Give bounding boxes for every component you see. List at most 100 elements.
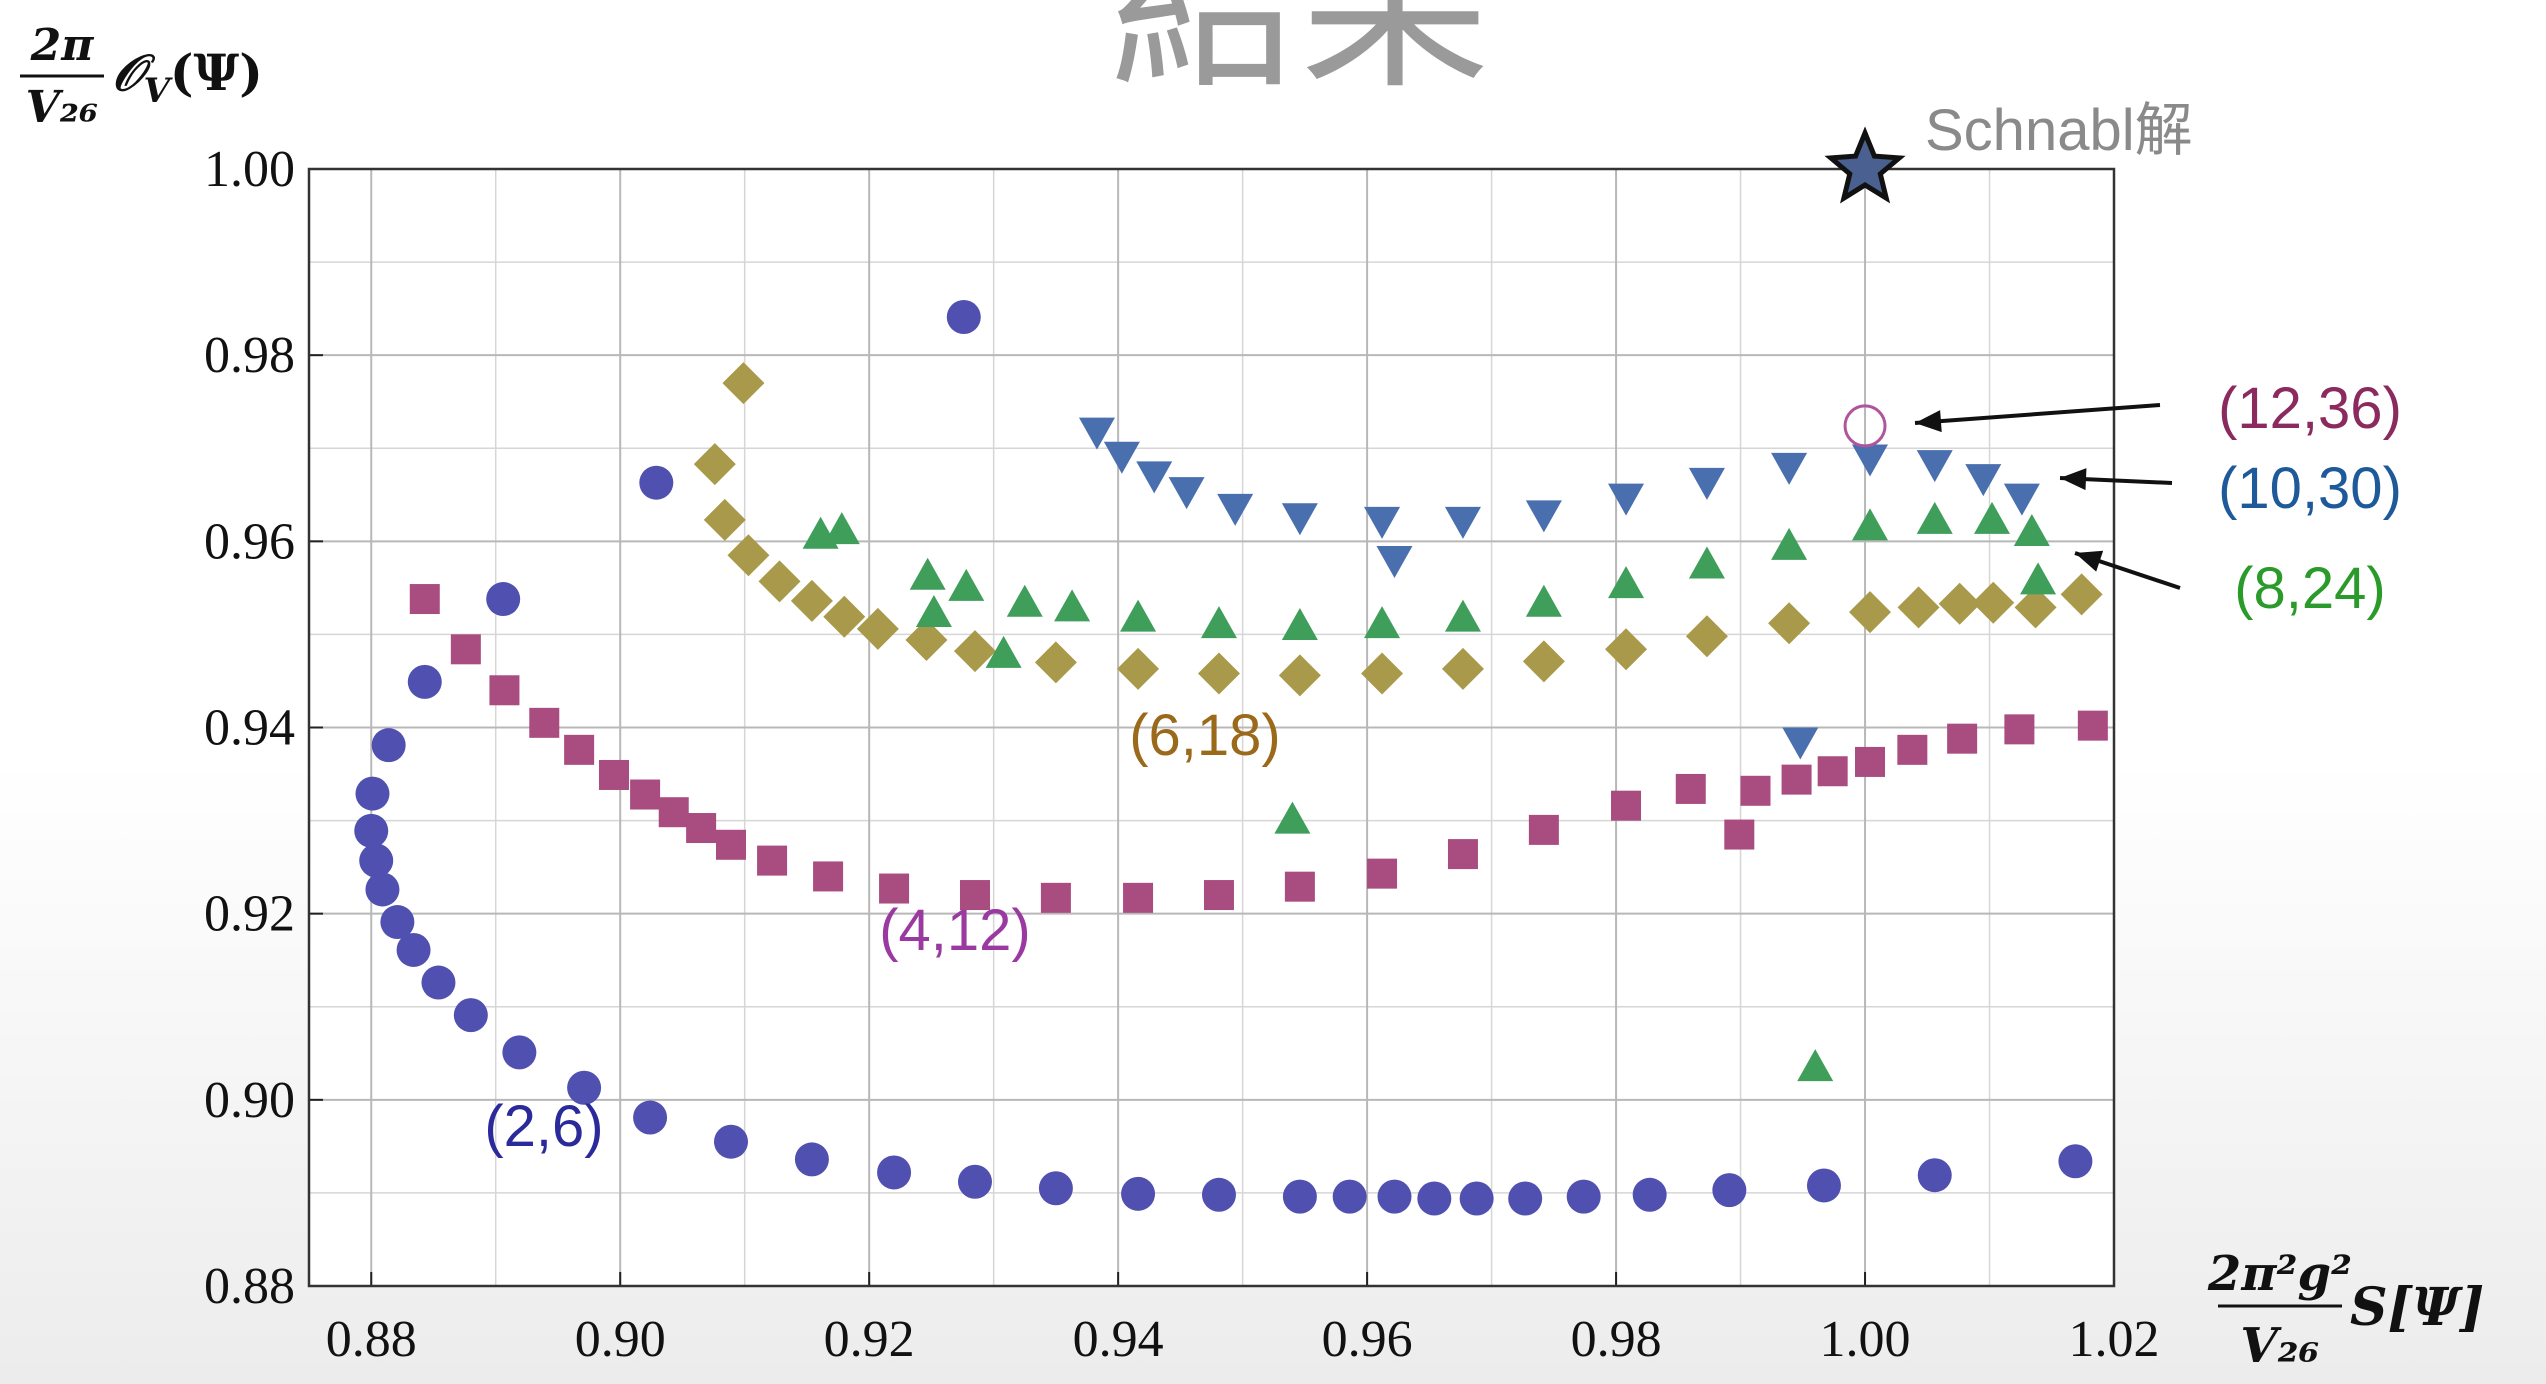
point (758, 560, 801, 603)
arrow-head (2060, 468, 2087, 491)
y-tick-label: 0.96 (204, 513, 295, 570)
x-axis-label: 2π²g² V₂₆ S[Ψ] (2207, 1246, 2484, 1374)
point (453, 998, 488, 1033)
point (564, 734, 595, 765)
point (703, 498, 746, 541)
x-tick-label: 0.92 (824, 1311, 915, 1368)
y-tick-label: 0.94 (204, 700, 295, 757)
point (409, 584, 440, 615)
point (1897, 586, 1940, 629)
point (1782, 727, 1819, 760)
point (1120, 599, 1157, 632)
point (1284, 871, 1315, 902)
y-tick-label: 1.00 (204, 141, 295, 198)
point (1444, 506, 1481, 539)
point (957, 1164, 992, 1199)
point (658, 797, 689, 828)
point (1849, 591, 1892, 634)
point (1278, 654, 1321, 697)
arrow-head (2075, 550, 2104, 572)
point (630, 779, 661, 810)
point (909, 557, 946, 590)
point (686, 813, 717, 844)
point (1965, 464, 2002, 497)
point (529, 707, 560, 738)
point (1916, 450, 1953, 483)
annotation-arrow (1914, 403, 2161, 425)
point (953, 630, 996, 673)
point (905, 619, 948, 662)
point (1078, 417, 1115, 450)
point (365, 872, 400, 907)
x-tick-label: 0.88 (326, 1311, 417, 1368)
x-tick-label: 0.96 (1322, 1311, 1413, 1368)
x-label-denominator: V₂₆ (2240, 1318, 2319, 1374)
point (1377, 1179, 1412, 1214)
point (1632, 1177, 1667, 1212)
point (959, 880, 990, 911)
chart-title: 結果 (1110, 0, 1490, 111)
x-label-numerator: 2π²g² (2207, 1246, 2352, 1302)
point (1740, 775, 1771, 806)
y-tick-label: 0.88 (204, 1258, 295, 1315)
point (1608, 566, 1645, 599)
point (1947, 723, 1978, 754)
point (502, 1035, 537, 1070)
point (1447, 839, 1478, 870)
point (354, 813, 389, 848)
point (2020, 562, 2057, 595)
point (1217, 493, 1254, 526)
point (693, 443, 736, 486)
y-label-text: 𝒪V(Ψ) (112, 43, 263, 111)
point (946, 300, 981, 335)
point (1528, 814, 1559, 845)
point (639, 465, 674, 500)
series-label: (10,30) (2218, 456, 2402, 521)
point (1006, 584, 1043, 617)
point (757, 845, 788, 876)
point (450, 634, 481, 665)
point (1459, 1181, 1494, 1216)
point (1038, 1171, 1073, 1206)
arrow-head (1915, 410, 1942, 433)
point (567, 1070, 602, 1105)
point (1417, 1181, 1452, 1216)
point (1972, 581, 2015, 624)
point (1566, 1179, 1601, 1214)
series-label: (12,36) (2218, 376, 2402, 441)
point (1724, 819, 1755, 850)
point (1688, 546, 1725, 579)
point (1605, 628, 1648, 671)
point (715, 829, 746, 860)
point (421, 965, 456, 1000)
x-tick-label: 0.94 (1073, 1311, 1164, 1368)
point (1797, 1049, 1834, 1082)
point (1685, 615, 1728, 658)
point (1843, 404, 1887, 448)
point (879, 873, 910, 904)
point (877, 1155, 912, 1190)
point (1040, 882, 1071, 913)
point (1121, 1176, 1156, 1211)
point (633, 1100, 668, 1135)
point (1200, 606, 1237, 639)
point (1197, 652, 1240, 695)
point (1771, 452, 1808, 485)
point (1897, 734, 1928, 765)
point (1444, 599, 1481, 632)
point (1361, 652, 1404, 695)
point (1367, 858, 1398, 889)
point (2003, 483, 2040, 516)
point (1168, 477, 1205, 510)
y-axis-label: 2π V₂₆ 𝒪V(Ψ) (20, 20, 263, 133)
point (1611, 790, 1642, 821)
point (1938, 582, 1981, 625)
y-tick-label: 0.90 (204, 1072, 295, 1129)
point (1817, 756, 1848, 787)
point (1281, 503, 1318, 536)
point (1274, 801, 1311, 834)
point (1282, 1179, 1317, 1214)
point (713, 1124, 748, 1159)
